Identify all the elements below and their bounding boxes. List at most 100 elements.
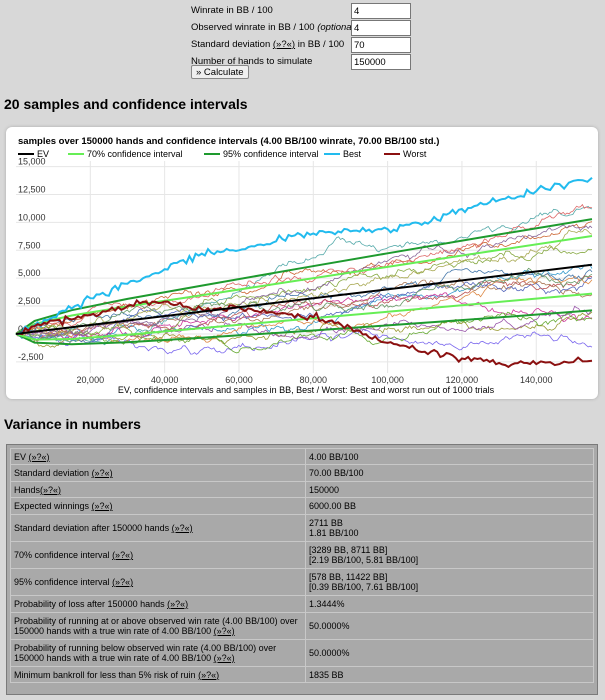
std-dev-label: Standard deviation (»?«) in BB / 100 — [191, 39, 344, 50]
chart-title: samples over 150000 hands and confidence… — [18, 136, 439, 147]
best-run-line — [15, 176, 593, 336]
help-link[interactable]: (»?«) — [112, 550, 134, 560]
y-tick-label: 0 — [18, 324, 23, 334]
sample-line — [15, 245, 593, 338]
x-tick-label: 120,000 — [446, 375, 479, 385]
table-row: Expected winnings (»?«) 6000.00 BB — [10, 497, 594, 515]
x-tick-label: 80,000 — [300, 375, 328, 385]
chart-grid — [16, 161, 592, 373]
row-label: Probability of loss after 150000 hands — [14, 599, 168, 609]
table-row: 95% confidence interval (»?«) [578 BB, 11… — [10, 568, 594, 596]
observed-winrate-input[interactable] — [351, 20, 411, 36]
y-tick-label: 7,500 — [18, 240, 41, 250]
sample-line — [15, 203, 593, 335]
variance-table-container: EV (»?«) 4.00 BB/100 Standard deviation (»… — [6, 444, 598, 695]
legend-entry: EV — [37, 149, 49, 159]
samples-section-title: 20 samples and confidence intervals — [4, 96, 248, 112]
row-label: 95% confidence interval — [14, 577, 113, 587]
std-dev-help-link[interactable]: (»?«) — [272, 39, 296, 50]
std-dev-input[interactable] — [351, 37, 411, 53]
ci95-upper-line — [15, 218, 593, 335]
table-cell-value: 2711 BB 1.81 BB/100 — [305, 514, 594, 542]
simulation-form: Winrate in BB / 100 Observed winrate in … — [191, 3, 421, 71]
sample-line — [15, 277, 593, 344]
row-value: 1.3444% — [309, 599, 345, 609]
help-link[interactable]: (»?«) — [91, 501, 113, 511]
optional-note: (optional) — [317, 22, 357, 33]
help-link[interactable]: (»?«) — [167, 599, 189, 609]
ci95-lower-line — [15, 309, 593, 346]
table-cell-label: Standard deviation (»?«) — [10, 464, 306, 482]
std-dev-label-tail: in BB / 100 — [295, 39, 345, 50]
sample-line — [15, 328, 593, 355]
help-link[interactable]: (»?«) — [40, 484, 62, 495]
row-label: Expected winnings — [14, 501, 92, 511]
row-value: 6000.00 BB — [309, 501, 357, 511]
variance-section-title: Variance in numbers — [4, 416, 141, 432]
winrate-label: Winrate in BB / 100 — [191, 5, 273, 16]
help-link[interactable]: (»?«) — [171, 523, 193, 533]
help-link[interactable]: (»?«) — [91, 468, 113, 478]
sample-line — [15, 205, 593, 346]
table-cell-label: Probability of running below observed wi… — [10, 639, 306, 667]
table-row: Standard deviation after 150000 hands (»… — [10, 514, 594, 542]
table-cell-value: 50.0000% — [305, 612, 594, 640]
chart-container: samples over 150000 hands and confidence… — [6, 127, 598, 399]
hands-label: Number of hands to simulate — [191, 56, 313, 67]
form-row-winrate: Winrate in BB / 100 — [191, 3, 421, 19]
y-tick-label: 12,500 — [18, 184, 46, 194]
table-cell-label: Probability of running at or above obser… — [10, 612, 306, 640]
x-tick-label: 20,000 — [77, 375, 105, 385]
row-value: 2711 BB — [309, 518, 343, 528]
table-row: Hands(»?«) 150000 — [10, 481, 594, 498]
observed-winrate-label: Observed winrate in BB / 100 (optional) — [191, 22, 357, 33]
observed-winrate-label-text: Observed winrate in BB / 100 — [191, 22, 318, 33]
table-cell-label: 70% confidence interval (»?«) — [10, 541, 306, 569]
table-cell-label: Standard deviation after 150000 hands (»… — [10, 514, 306, 542]
table-row: EV (»?«) 4.00 BB/100 — [10, 448, 594, 465]
row-label: EV — [14, 451, 29, 462]
winrate-input[interactable] — [351, 3, 411, 19]
calculate-button[interactable]: » Calculate — [191, 65, 249, 79]
help-link[interactable]: (»?«) — [198, 669, 220, 680]
help-link[interactable]: (»?«) — [112, 577, 134, 587]
table-row: Probability of loss after 150000 hands (… — [10, 595, 594, 613]
table-cell-label: EV (»?«) — [10, 448, 306, 465]
row-label: Hands — [14, 484, 41, 495]
table-cell-value: 50.0000% — [305, 639, 594, 667]
table-cell-label: Expected winnings (»?«) — [10, 497, 306, 515]
form-row-observed-winrate: Observed winrate in BB / 100 (optional) — [191, 20, 421, 36]
table-cell-value: 4.00 BB/100 — [305, 448, 594, 465]
x-tick-label: 40,000 — [151, 375, 179, 385]
chart-axes: -2,500 0 2,500 5,000 7,500 10,000 12,500 15,000… — [18, 157, 553, 385]
sample-line — [15, 292, 593, 340]
row-label: Minimum bankroll for less than 5% risk o… — [14, 669, 199, 680]
hands-input[interactable] — [351, 54, 411, 70]
legend-entry: Best — [343, 149, 362, 159]
help-link[interactable]: (»?«) — [213, 626, 235, 636]
row-value-secondary: [0.39 BB/100, 7.61 BB/100] — [309, 582, 419, 592]
ci70-lower-line — [15, 292, 593, 341]
chart-legend: EV 70% confidence interval 95% confidence … — [18, 149, 427, 159]
variance-chart: samples over 150000 hands and confidence… — [15, 136, 593, 395]
help-link[interactable]: (»?«) — [213, 653, 235, 663]
worst-run-line — [15, 298, 593, 369]
table-cell-value: 150000 — [305, 481, 594, 498]
y-tick-label: 10,000 — [18, 212, 46, 222]
row-label: Standard deviation after 150000 hands — [14, 523, 172, 533]
form-row-std-dev: Standard deviation (»?«) in BB / 100 — [191, 37, 421, 53]
table-cell-value: [3289 BB, 8711 BB] [2.19 BB/100, 5.81 BB/… — [305, 541, 594, 569]
y-tick-label: 5,000 — [18, 268, 41, 278]
row-value: 150000 — [309, 484, 340, 495]
table-cell-value: 1.3444% — [305, 595, 594, 613]
row-label: Probability of running below observed wi… — [14, 643, 277, 663]
legend-entry: Worst — [403, 149, 427, 159]
table-cell-value: 70.00 BB/100 — [305, 464, 594, 482]
row-value-secondary: [2.19 BB/100, 5.81 BB/100] — [309, 555, 419, 565]
table-row: Minimum bankroll for less than 5% risk o… — [10, 666, 594, 683]
variance-table: EV (»?«) 4.00 BB/100 Standard deviation (»… — [10, 448, 594, 683]
table-cell-label: Probability of loss after 150000 hands (… — [10, 595, 306, 613]
help-link[interactable]: (»?«) — [28, 451, 50, 462]
row-value: 50.0000% — [309, 648, 350, 658]
sample-line — [15, 268, 593, 335]
